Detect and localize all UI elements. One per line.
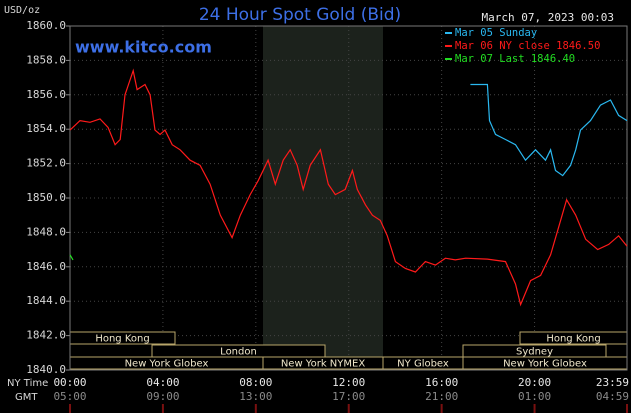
legend-label: Mar 07 Last 1846.40 [455, 53, 575, 65]
x-tick-label: 20:00 [518, 376, 551, 389]
x2-tick-label: 17:00 [332, 390, 365, 403]
legend-label: Mar 05 Sunday [455, 27, 537, 39]
y-tick-label: 1852.0 [26, 157, 66, 170]
plot-frame [69, 25, 628, 371]
legend-label: Mar 06 NY close 1846.50 [455, 40, 600, 52]
session-label: Hong Kong [95, 334, 149, 345]
y-tick-label: 1860.0 [26, 19, 66, 32]
session-label: Hong Kong [546, 334, 600, 345]
x-tick-label: 00:00 [53, 376, 86, 389]
session-label: New York NYMEX [281, 359, 366, 370]
y-tick-label: 1850.0 [26, 191, 66, 204]
session-label: New York Globex [125, 359, 209, 370]
session-label: London [220, 347, 257, 358]
x2-tick-label: 04:59 [596, 390, 629, 403]
y-tick-label: 1840.0 [26, 363, 66, 376]
price-line [69, 254, 74, 261]
y-tick-label: 1848.0 [26, 225, 66, 238]
session-label: Sydney [516, 347, 553, 358]
x-axis-label: NY Time [7, 378, 48, 389]
x2-axis-label: GMT [15, 392, 38, 403]
session-label: NY Globex [397, 359, 449, 370]
x2-tick-label: 13:00 [239, 390, 272, 403]
y-tick-label: 1854.0 [26, 122, 66, 135]
chart-title: 24 Hour Spot Gold (Bid) [199, 5, 401, 25]
x-tick-label: 08:00 [239, 376, 272, 389]
price-line [69, 68, 628, 307]
x2-tick-label: 01:00 [518, 390, 551, 403]
y-tick-label: 1856.0 [26, 88, 66, 101]
x-tick-label: 12:00 [332, 376, 365, 389]
y-tick-label: 1842.0 [26, 329, 66, 342]
x2-tick-label: 05:00 [53, 390, 86, 403]
timestamp: March 07, 2023 00:03 [482, 11, 614, 24]
x-tick-label: 23:59 [596, 376, 629, 389]
source: www.kitco.com [75, 38, 212, 57]
x-tick-label: 04:00 [146, 376, 179, 389]
x2-tick-label: 09:00 [146, 390, 179, 403]
y-tick-label: 1858.0 [26, 53, 66, 66]
price-line [470, 83, 628, 177]
session-label: New York Globex [503, 359, 587, 370]
y-tick-label: 1844.0 [26, 294, 66, 307]
x2-tick-label: 21:00 [425, 390, 458, 403]
y-axis-label: USD/oz [4, 5, 40, 16]
y-tick-label: 1846.0 [26, 260, 66, 273]
x-tick-label: 16:00 [425, 376, 458, 389]
